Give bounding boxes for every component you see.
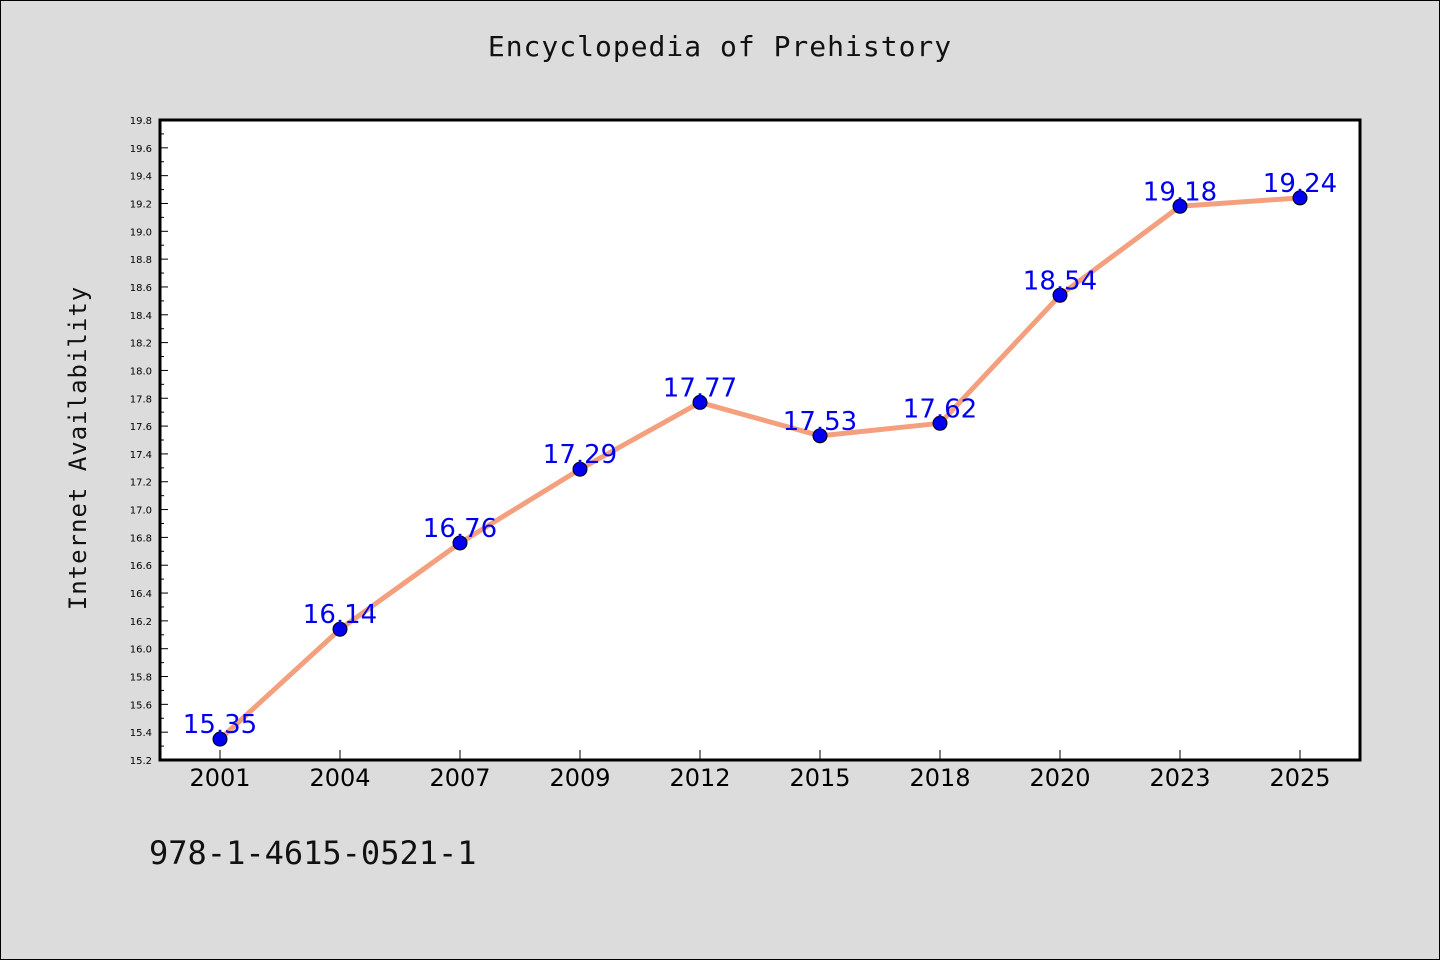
data-point xyxy=(692,394,708,410)
y-tick-label: 18.8 xyxy=(130,255,152,266)
data-point xyxy=(332,621,348,637)
chart-title: Encyclopedia of Prehistory xyxy=(487,30,953,63)
y-tick-label: 16.0 xyxy=(130,645,152,656)
y-tick-label: 15.4 xyxy=(130,728,152,739)
y-tick-label: 15.6 xyxy=(130,700,152,711)
data-label: 19.18 xyxy=(1143,177,1217,207)
series-line xyxy=(218,195,1301,741)
y-tick-label: 17.6 xyxy=(130,422,152,433)
y-tick-label: 19.0 xyxy=(130,227,152,238)
x-tick-label: 2023 xyxy=(1149,764,1210,792)
data-point xyxy=(812,428,828,444)
data-label: 17.62 xyxy=(903,394,977,424)
data-point xyxy=(1052,287,1068,303)
y-axis: 15.2 15.4 15.6 15.8 16.0 16.2 16.4 16.6 16.8 17.0… xyxy=(130,116,168,767)
data-point xyxy=(572,461,588,477)
plot-area xyxy=(158,118,1362,762)
data-point xyxy=(452,535,468,551)
data-label: 17.77 xyxy=(663,373,737,403)
y-tick-label: 17.0 xyxy=(130,506,152,517)
y-tick-label: 18.6 xyxy=(130,283,152,294)
y-tick-label: 16.4 xyxy=(130,589,152,600)
x-tick-label: 2018 xyxy=(909,764,970,792)
x-tick-label: 2020 xyxy=(1029,764,1090,792)
y-tick-label: 18.2 xyxy=(130,339,152,350)
series-markers xyxy=(212,190,1308,747)
data-label: 17.29 xyxy=(543,440,617,470)
x-tick-label: 2025 xyxy=(1269,764,1330,792)
x-tick-label: 2015 xyxy=(789,764,850,792)
data-point xyxy=(1292,190,1308,206)
x-axis: 2001 2004 2007 2009 2012 2015 2018 2020 2023 2025 xyxy=(189,750,1331,792)
data-label: 17.53 xyxy=(783,407,857,437)
x-tick-label: 2007 xyxy=(429,764,490,792)
x-tick-label: 2001 xyxy=(189,764,250,792)
y-axis-label: Internet Availability xyxy=(64,286,92,610)
y-tick-label: 19.2 xyxy=(130,199,152,210)
data-label: 16.14 xyxy=(303,600,377,630)
y-tick-label: 17.8 xyxy=(130,394,152,405)
data-label: 18.54 xyxy=(1023,266,1097,296)
data-point xyxy=(212,731,228,747)
data-point xyxy=(932,415,948,431)
x-tick-label: 2004 xyxy=(309,764,370,792)
y-tick-label: 19.8 xyxy=(130,116,152,127)
data-labels: 15.35 16.14 16.76 17.29 17.77 17.53 17.62 18.54… xyxy=(183,169,1337,740)
y-tick-label: 19.6 xyxy=(130,144,152,155)
isbn-label: 978-1-4615-0521-1 xyxy=(149,834,477,872)
y-tick-label: 16.2 xyxy=(130,617,152,628)
data-label: 19.24 xyxy=(1263,169,1337,199)
y-tick-label: 17.2 xyxy=(130,478,152,489)
y-tick-label: 18.4 xyxy=(130,311,152,322)
y-tick-label: 16.6 xyxy=(130,561,152,572)
y-tick-label: 19.4 xyxy=(130,172,152,183)
y-tick-label: 18.0 xyxy=(130,366,152,377)
data-label: 15.35 xyxy=(183,710,257,740)
y-tick-label: 15.2 xyxy=(130,756,152,767)
x-tick-label: 2012 xyxy=(669,764,730,792)
y-tick-label: 15.8 xyxy=(130,673,152,684)
x-tick-label: 2009 xyxy=(549,764,610,792)
data-label: 16.76 xyxy=(423,514,497,544)
data-point xyxy=(1172,198,1188,214)
y-tick-label: 16.8 xyxy=(130,533,152,544)
y-tick-label: 17.4 xyxy=(130,450,152,461)
